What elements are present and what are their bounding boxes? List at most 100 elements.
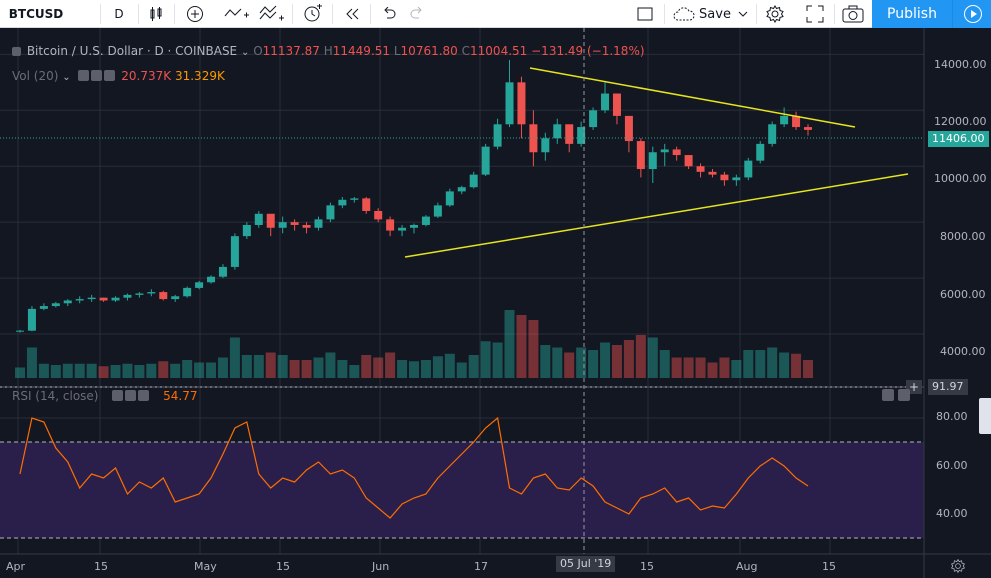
divider [756,4,757,24]
settings-icon[interactable] [91,70,103,81]
gear-icon[interactable] [760,0,790,28]
volume-bar [15,367,25,378]
play-icon[interactable] [952,0,991,28]
volume-bar [659,350,670,378]
candle-body [577,127,586,144]
volume-bar [253,355,264,378]
pane-collapse-icon[interactable] [898,389,910,401]
volume-bar [564,352,575,378]
candle-body [660,149,669,153]
volume-bar [74,363,85,378]
chart-canvas[interactable] [0,28,991,578]
chevron-down-icon[interactable]: ⌄ [240,47,250,58]
main-legend[interactable]: Bitcoin / U.S. Dollar · D · COINBASE ⌄ O… [12,44,645,58]
rsi-band [0,442,924,538]
interval-button[interactable]: D [114,7,124,21]
volume-bar [731,360,742,378]
cloud-icon[interactable] [670,0,698,28]
candle-body [672,149,681,156]
trendline-upper[interactable] [529,67,856,128]
candle-body [601,93,610,111]
indicators-icon[interactable] [220,0,254,28]
volume-bar [719,357,730,378]
volume-bar [767,347,778,378]
candle-body [123,294,132,298]
volume-bar [122,363,133,378]
legend-high: 11449.51 [332,44,391,58]
time-tick: 15 [822,560,836,573]
volume-bar [194,362,205,378]
volume-bar [62,363,73,378]
divider [834,4,835,24]
candle-body [624,115,633,142]
volume-bar [528,320,539,378]
eye-icon[interactable] [78,70,90,81]
price-tick: 4000.00 [940,345,986,358]
chart-area[interactable]: Bitcoin / U.S. Dollar · D · COINBASE ⌄ O… [0,28,991,578]
rsi-legend[interactable]: RSI (14, close) 54.77 [12,389,198,403]
camera-icon[interactable] [838,0,868,28]
collapse-icon[interactable] [12,47,21,56]
candle-body [99,297,108,301]
side-panel-tab[interactable] [979,398,991,434]
volume-bar [803,360,813,378]
settings-icon[interactable] [125,390,137,401]
candles-icon[interactable] [142,0,170,28]
alert-icon[interactable] [298,0,328,28]
time-tick: Aug [736,560,758,573]
volume-ma-value: 31.329K [174,69,225,83]
volume-bar [241,355,252,378]
candle-body [720,174,729,181]
volume-bar [755,350,766,378]
candle-body [398,227,407,231]
volume-bar [170,363,181,378]
close-icon[interactable] [138,390,150,401]
symbol-search[interactable]: BTCUSD [8,7,64,21]
pane-up-icon[interactable] [882,389,894,401]
chevron-down-icon[interactable] [734,0,752,28]
volume-bar [229,337,240,378]
legend-change: −131.49 (−1.18%) [531,44,645,58]
volume-bar [265,352,276,378]
add-indicator-icon[interactable] [180,0,210,28]
redo-icon[interactable] [404,0,430,28]
undo-icon[interactable] [376,0,402,28]
candle-body [230,236,239,267]
fullscreen-layout-icon[interactable] [632,0,658,28]
chevron-down-icon[interactable]: ⌄ [62,72,71,83]
candle-series [16,59,812,333]
volume-bar [217,357,228,378]
compare-icon[interactable] [256,0,288,28]
eye-icon[interactable] [112,390,124,401]
volume-bar [540,345,551,378]
save-button[interactable]: Save [699,6,731,22]
volume-bar [50,365,61,378]
publish-button[interactable]: Publish [872,0,952,28]
crosshair-rsi-tag: 91.97 [928,379,968,395]
volume-bar [409,361,419,378]
replay-icon[interactable] [338,0,366,28]
candle-body [39,306,48,309]
volume-bar [588,350,599,378]
candle-body [290,222,299,225]
divider [332,4,333,24]
legend-low-label: L [393,44,401,58]
volume-bar [361,355,372,378]
divider [174,4,175,24]
fullscreen-icon[interactable] [800,0,830,28]
volume-bar [420,360,431,378]
close-icon[interactable] [104,70,116,81]
candle-body [242,224,251,237]
volume-bar [26,347,37,378]
candle-body [648,152,657,170]
candle-body [207,276,216,283]
volume-bar [397,360,408,378]
candle-body [529,124,538,153]
volume-legend[interactable]: Vol (20) ⌄ 20.737K 31.329K [12,69,225,83]
trendline-lower[interactable] [404,173,909,258]
time-tick: 15 [94,560,108,573]
gear-icon[interactable] [950,558,966,574]
add-icon[interactable]: + [906,380,922,394]
price-scale[interactable] [924,28,991,578]
candle-body [732,177,741,181]
